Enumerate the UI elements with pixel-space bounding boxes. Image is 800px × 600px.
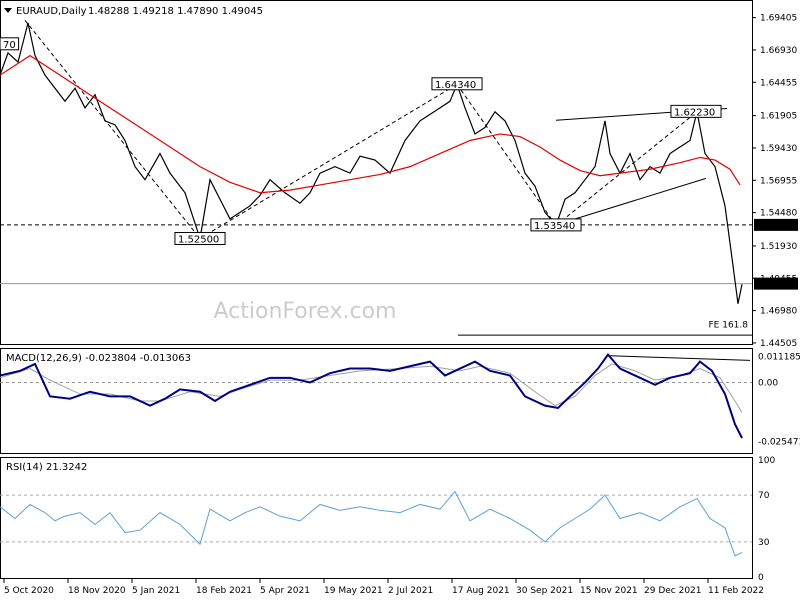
- main-plot: 70 1.52500 1.64340 1.53540 1.62230 FE 161.8: [0, 19, 752, 336]
- macd-header: MACD(12,26,9) -0.023804 -0.013063: [6, 353, 191, 364]
- annotation-box: [530, 218, 582, 232]
- rsi-y-tick-label: 100: [758, 456, 775, 466]
- macd-plot: [0, 353, 752, 439]
- current-price-tag-text: 1.49045: [757, 280, 794, 290]
- x-tick-label: 19 May 2021: [324, 586, 383, 596]
- macd-y-tick-label: -0.025471: [758, 438, 800, 448]
- price-annotation: 1.64340: [431, 77, 483, 91]
- annotation-label: 1.64340: [435, 80, 476, 91]
- watermark: ActionForex.com: [214, 299, 397, 324]
- x-tick-label: 29 Dec 2021: [644, 586, 702, 596]
- price-annotation: 1.62230: [670, 104, 722, 118]
- price-annotation: 1.53540: [530, 218, 582, 232]
- y-tick-label: 1.51930: [760, 242, 797, 252]
- current-price-tag: 1.49045: [754, 277, 798, 290]
- rsi-y-tick-label: 0: [758, 573, 764, 583]
- macd-trend-line: [609, 355, 751, 361]
- x-tick-label: 11 Feb 2022: [708, 586, 764, 596]
- trend-line: [456, 84, 557, 226]
- macd-line: [0, 353, 743, 439]
- main-panel-frame: [0, 0, 753, 345]
- fe-label: FE 161.8: [709, 321, 749, 331]
- x-tick-label: 30 Sep 2021: [516, 586, 573, 596]
- trend-line: [24, 19, 201, 239]
- annotation-label: 70: [3, 40, 16, 51]
- ohlc-header: 1.48288 1.49218 1.47890 1.49045: [88, 6, 263, 17]
- y-tick-label: 1.59430: [760, 144, 797, 154]
- y-tick-label: 1.69405: [760, 14, 797, 24]
- x-tick-label: 17 Aug 2021: [452, 586, 510, 596]
- rsi-y-tick-label: 70: [758, 491, 770, 501]
- price-annotation: 1.52500: [174, 231, 226, 245]
- annotation-label: 1.62230: [674, 107, 715, 118]
- price-annotation: 70: [0, 37, 20, 51]
- macd-signal-line: [0, 363, 743, 413]
- collapse-triangle-icon[interactable]: [4, 8, 12, 13]
- rsi-header: RSI(14) 21.3242: [6, 462, 87, 473]
- moving-average-line: [0, 54, 741, 194]
- annotation-box: [431, 77, 483, 91]
- y-tick-label: 1.61905: [760, 112, 797, 122]
- annotation-box: [174, 231, 226, 245]
- trend-line: [555, 111, 698, 226]
- current-price-tag-box: [754, 277, 798, 290]
- rsi-y-tick-label: 30: [758, 538, 770, 548]
- symbol-header: EURAUD,Daily: [16, 6, 87, 17]
- annotation-box: [0, 37, 20, 51]
- x-tick-label: 18 Nov 2020: [68, 586, 126, 596]
- level-price-tag-text: 1.53540: [757, 221, 794, 231]
- level-price-tag: 1.53540: [754, 218, 798, 231]
- macd-y-tick-label: 0.011185: [758, 353, 800, 363]
- y-tick-label: 1.56955: [760, 176, 797, 186]
- rsi-line: [0, 490, 743, 557]
- price-series-line: [0, 22, 743, 304]
- y-tick-label: 1.64455: [760, 78, 797, 88]
- x-tick-label: 5 Oct 2020: [4, 586, 54, 596]
- x-tick-label: 18 Feb 2021: [196, 586, 252, 596]
- main-header: EURAUD,Daily 1.48288 1.49218 1.47890 1.4…: [4, 6, 263, 17]
- x-tick-label: 2 Jul 2021: [388, 586, 433, 596]
- y-tick-label: 1.54480: [760, 209, 797, 219]
- trend-line: [555, 177, 707, 226]
- annotation-box: [670, 104, 722, 118]
- macd-panel-frame: [0, 348, 753, 454]
- level-price-tag-box: [754, 218, 798, 231]
- x-tick-label: 15 Nov 2021: [580, 586, 638, 596]
- y-tick-label: 1.66930: [760, 46, 797, 56]
- rsi-panel-frame: [0, 457, 753, 579]
- rsi-plot: [0, 490, 752, 557]
- annotation-label: 1.52500: [178, 234, 219, 245]
- x-tick-label: 5 Jan 2021: [132, 586, 180, 596]
- annotation-label: 1.53540: [534, 221, 575, 232]
- y-tick-label: 1.44505: [760, 339, 797, 349]
- trend-line: [199, 83, 458, 239]
- axes: 1.69405 1.66930 1.64455 1.61905 1.59430 1.569…: [3, 14, 800, 596]
- macd-y-tick-label: 0.00: [758, 378, 778, 388]
- x-tick-label: 5 Apr 2021: [260, 586, 310, 596]
- y-tick-label: 1.46980: [760, 307, 797, 317]
